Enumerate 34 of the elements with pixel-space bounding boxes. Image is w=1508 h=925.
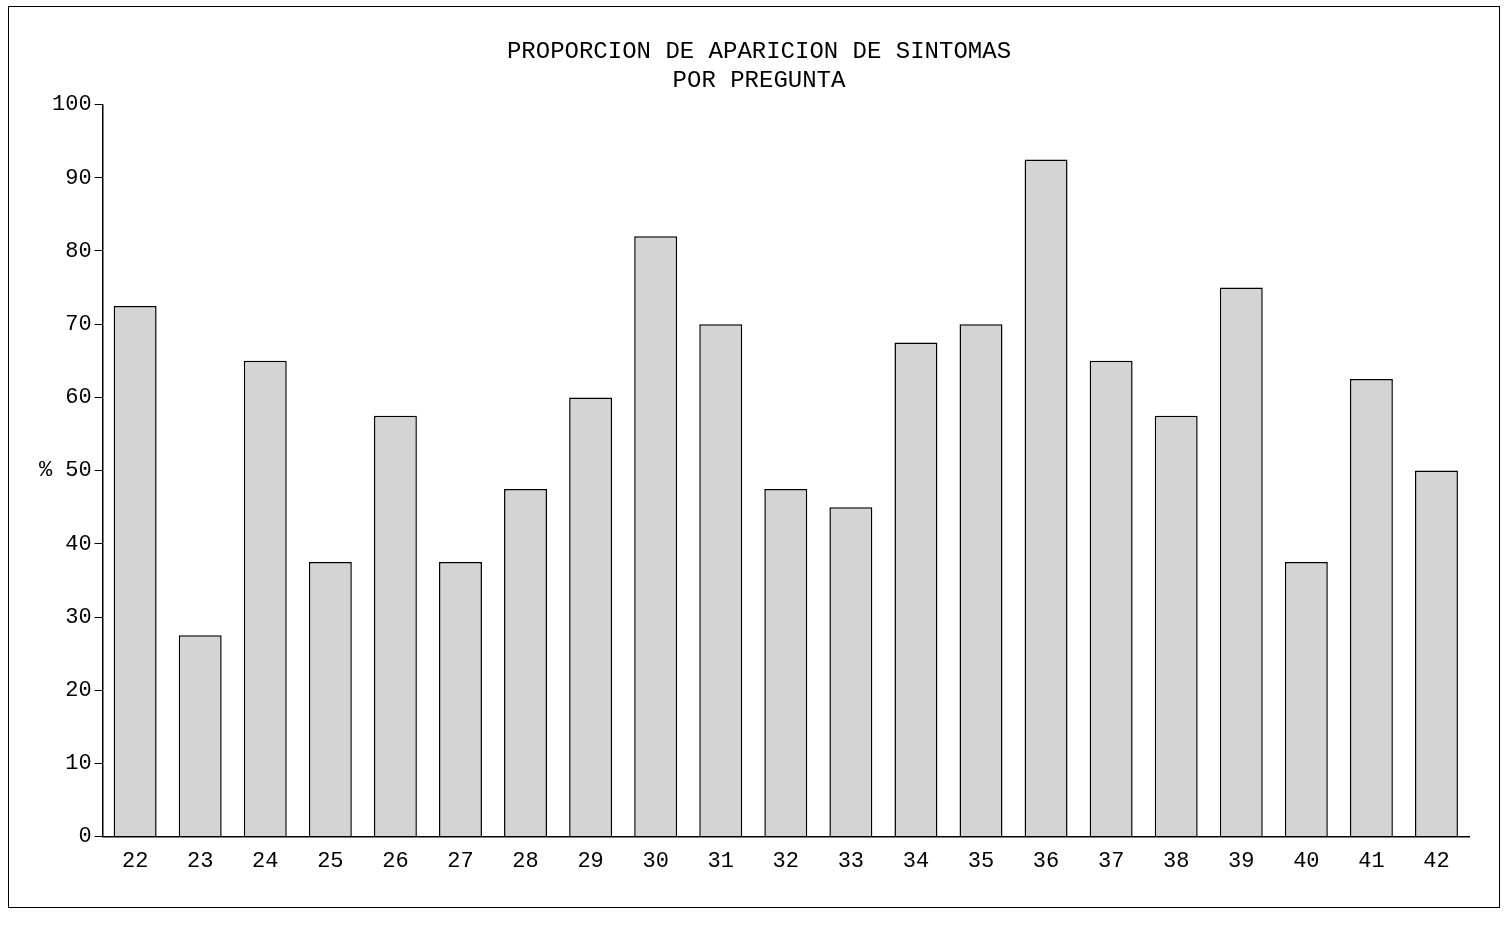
x-tick-label: 38 <box>1163 848 1190 874</box>
x-tick-label: 22 <box>121 848 149 874</box>
x-tick-label: 35 <box>967 848 995 874</box>
y-axis-title: % <box>39 458 53 484</box>
x-tick-label: 27 <box>447 848 474 874</box>
x-tick-label: 24 <box>252 848 279 874</box>
y-tick-label: 90 <box>65 165 92 191</box>
x-tick-label: 40 <box>1293 848 1320 874</box>
x-tick-label: 42 <box>1423 848 1450 874</box>
y-tick-label: 0 <box>78 824 92 850</box>
x-tick-label: 37 <box>1097 848 1125 874</box>
x-tick-label: 39 <box>1228 848 1255 874</box>
x-tick-label: 31 <box>707 848 734 874</box>
y-tick-label: 100 <box>52 92 92 118</box>
y-tick-label: 10 <box>65 751 92 777</box>
chart-title: PROPORCION DE APARICION DE SINTOMAS POR PREGUNTA <box>506 37 1012 94</box>
x-tick-label: 36 <box>1032 848 1060 874</box>
y-tick-label: 30 <box>65 604 92 630</box>
x-tick-label: 34 <box>902 848 930 874</box>
y-tick-label: 60 <box>65 385 92 411</box>
y-tick-label: 50 <box>65 458 92 484</box>
x-tick-label: 33 <box>837 848 865 874</box>
x-tick-label: 29 <box>577 848 604 874</box>
x-tick-label: 25 <box>317 848 344 874</box>
y-tick-label: 20 <box>65 678 92 704</box>
x-tick-label: 41 <box>1358 848 1385 874</box>
x-tick-label: 23 <box>187 848 214 874</box>
y-tick-label: 70 <box>65 312 92 338</box>
y-tick-label: 80 <box>65 238 92 264</box>
x-tick-label: 30 <box>642 848 669 874</box>
x-tick-label: 32 <box>772 848 800 874</box>
x-tick-label: 28 <box>512 848 539 874</box>
x-tick-label: 26 <box>382 848 409 874</box>
y-tick-label: 40 <box>65 531 92 557</box>
